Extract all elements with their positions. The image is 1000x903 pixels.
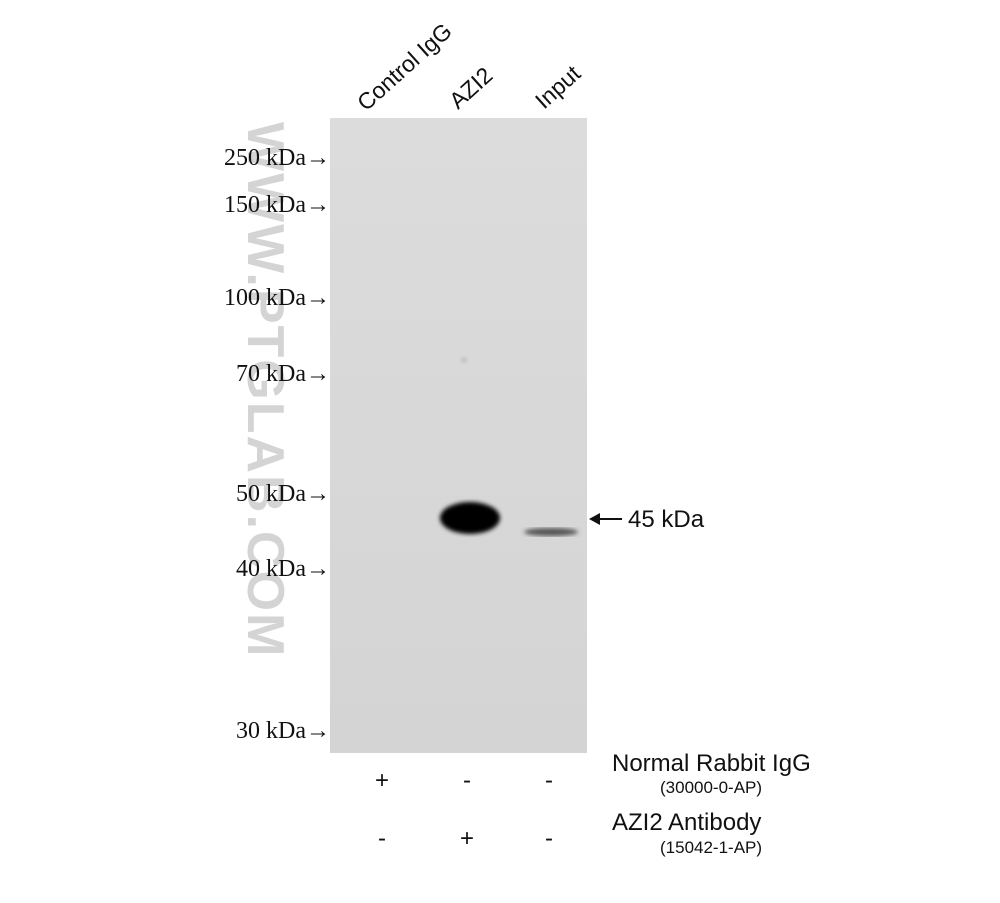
blot-membrane: [330, 118, 587, 753]
lane-label: Control IgG: [352, 18, 457, 116]
marker-label: 150 kDa→: [224, 192, 330, 218]
sign: +: [460, 825, 474, 852]
sign: -: [545, 767, 553, 794]
band-label: 45 kDa: [628, 506, 705, 533]
speck: [461, 357, 467, 363]
marker-label: 40 kDa→: [236, 556, 330, 582]
catalog-number: (30000-0-AP): [660, 778, 762, 797]
treatment-name: AZI2 Antibody: [612, 809, 761, 836]
sign: -: [378, 825, 386, 852]
marker-label: 100 kDa→: [224, 285, 330, 311]
marker-label: 250 kDa→: [224, 145, 330, 171]
sign: -: [545, 825, 553, 852]
lane-label: AZI2: [444, 62, 497, 114]
catalog-number: (15042-1-AP): [660, 838, 762, 857]
watermark: WWW.PTGLAB.COM: [236, 122, 294, 658]
marker-label: 30 kDa→: [236, 718, 330, 744]
marker-label: 50 kDa→: [236, 481, 330, 507]
band-azi2: [440, 502, 500, 534]
lane-label: Input: [530, 60, 586, 114]
treatment-name: Normal Rabbit IgG: [612, 750, 811, 777]
sign: +: [375, 767, 389, 794]
sign: -: [463, 767, 471, 794]
band-arrow: [589, 513, 622, 525]
marker-label: 70 kDa→: [236, 361, 330, 387]
band-input: [524, 528, 578, 536]
